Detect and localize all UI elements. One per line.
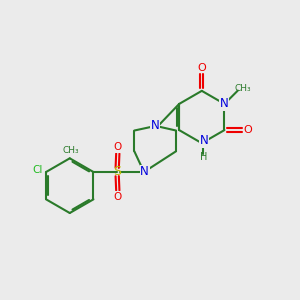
Text: N: N (140, 166, 149, 178)
Text: O: O (114, 142, 122, 152)
Text: O: O (114, 192, 122, 202)
Text: O: O (243, 125, 252, 135)
Text: S: S (113, 166, 121, 178)
Text: N: N (200, 134, 208, 147)
Text: N: N (220, 98, 229, 110)
Text: N: N (151, 119, 160, 132)
Text: Cl: Cl (33, 165, 43, 175)
Text: O: O (197, 63, 206, 73)
Text: CH₃: CH₃ (235, 84, 251, 93)
Text: H: H (200, 152, 208, 162)
Text: CH₃: CH₃ (63, 146, 80, 154)
